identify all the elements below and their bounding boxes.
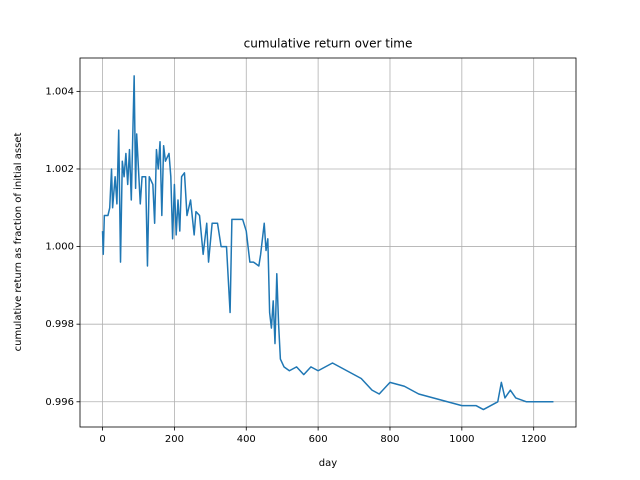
y-tick-label: 1.004 [45, 86, 74, 97]
y-tick-label: 0.998 [45, 319, 74, 330]
x-tick-label: 400 [237, 434, 256, 445]
x-tick-label: 200 [165, 434, 184, 445]
x-tick-label: 800 [380, 434, 399, 445]
y-tick-label: 1.002 [45, 164, 74, 175]
y-tick-label: 1.000 [45, 242, 74, 253]
plot-frame [79, 57, 577, 428]
x-tick-label: 1200 [521, 434, 546, 445]
x-axis-label: day [319, 458, 337, 469]
line-series [101, 75, 554, 411]
x-tick-label: 1000 [449, 434, 474, 445]
x-tick-label: 600 [309, 434, 328, 445]
x-tick-label: 0 [99, 434, 105, 445]
y-axis-label: cumulative return as fraction of initial… [13, 133, 24, 352]
chart-title: cumulative return over time [244, 37, 413, 51]
y-tick-label: 0.996 [45, 397, 74, 408]
